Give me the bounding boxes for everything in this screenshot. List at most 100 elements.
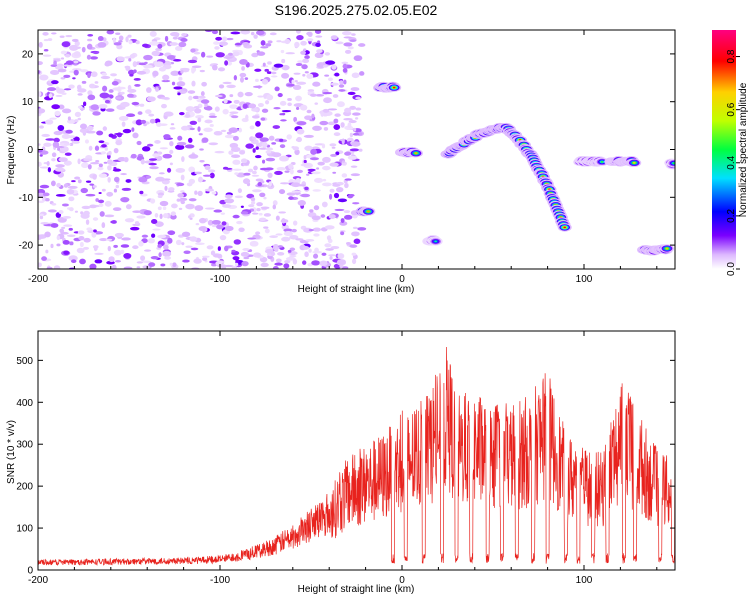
heatmap-noise-cell	[344, 151, 352, 156]
heatmap-noise-cell	[224, 134, 235, 139]
heatmap-noise-cell	[223, 56, 233, 59]
heatmap-noise-cell	[180, 38, 188, 42]
heatmap-noise-cell	[56, 235, 61, 241]
heatmap-noise-cell	[213, 41, 220, 45]
heatmap-noise-cell	[129, 73, 134, 77]
heatmap-noise-cell	[258, 147, 268, 150]
heatmap-noise-cell	[344, 178, 352, 181]
heatmap-noise-cell	[135, 119, 143, 126]
heatmap-noise-cell	[281, 109, 292, 113]
heatmap-noise-cell	[349, 39, 357, 42]
heatmap-noise-cell	[188, 215, 192, 219]
heatmap-noise-cell	[292, 146, 300, 151]
heatmap-noise-cell	[213, 131, 223, 136]
heatmap-noise-cell	[249, 240, 259, 247]
heatmap-noise-cell	[42, 192, 50, 197]
heatmap-noise-cell	[329, 143, 337, 147]
heatmap-noise-cell	[287, 98, 292, 101]
heatmap-noise-cell	[118, 40, 123, 43]
heatmap-noise-cell	[191, 65, 202, 69]
heatmap-noise-cell	[61, 41, 71, 48]
heatmap-noise-cell	[100, 75, 111, 80]
heatmap-noise-cell	[197, 117, 202, 123]
heatmap-noise-cell	[91, 231, 97, 238]
heatmap-noise-cell	[53, 137, 60, 143]
heatmap-noise-cell	[162, 153, 173, 159]
heatmap-noise-cell	[297, 60, 304, 63]
heatmap-noise-cell	[77, 105, 83, 109]
heatmap-noise-cell	[253, 252, 262, 258]
colorbar: 0.0 0.2 0.4 0.6 0.8 Normalized spectral ampl…	[712, 30, 749, 276]
heatmap-noise-cell	[115, 184, 120, 189]
heatmap-noise-cell	[330, 245, 340, 250]
heatmap-noise-cell	[107, 165, 112, 171]
heatmap-noise-cell	[116, 96, 122, 100]
heatmap-noise-cell	[169, 42, 179, 46]
heatmap-noise-cell	[167, 230, 176, 236]
heatmap-noise-cell	[215, 36, 223, 41]
heatmap-noise-cell	[133, 69, 137, 74]
heatmap-noise-cell	[72, 77, 76, 80]
heatmap-noise-cell	[198, 95, 206, 99]
heatmap-noise-cell	[38, 61, 43, 66]
heatmap-noise-cell	[315, 93, 325, 97]
heatmap-noise-cell	[71, 259, 77, 263]
heatmap-noise-cell	[120, 101, 130, 108]
heatmap-noise-cell	[352, 112, 361, 116]
heatmap-noise-cell	[130, 226, 140, 231]
heatmap-noise-cell	[120, 173, 127, 176]
heatmap-noise-cell	[120, 249, 125, 254]
heatmap-noise-cell	[231, 265, 237, 269]
heatmap-noise-cell	[240, 30, 251, 35]
heatmap-noise-cell	[329, 162, 339, 167]
heatmap-noise-cell	[65, 34, 73, 38]
heatmap-noise-cell	[198, 133, 203, 136]
heatmap-noise-cell	[57, 68, 67, 73]
heatmap-noise-cell	[240, 205, 244, 208]
heatmap-noise-cell	[87, 164, 92, 170]
heatmap-noise-cell	[188, 95, 193, 101]
heatmap-noise-cell	[169, 162, 173, 166]
heatmap-noise-cell	[358, 43, 366, 47]
heatmap-noise-cell	[320, 214, 326, 218]
heatmap-noise-cell	[350, 173, 361, 177]
heatmap-noise-cell	[332, 94, 339, 98]
y-tick-label: 100	[16, 524, 33, 535]
heatmap-noise-cell	[303, 227, 313, 233]
heatmap-noise-cell	[294, 80, 298, 83]
heatmap-noise-cell	[220, 129, 227, 133]
heatmap-noise-cell	[229, 94, 234, 98]
heatmap-noise-cell	[343, 79, 347, 85]
heatmap-noise-cell	[336, 101, 345, 108]
heatmap-noise-cell	[251, 170, 257, 175]
heatmap-noise-cell	[120, 244, 130, 248]
heatmap-noise-cell	[148, 162, 157, 166]
heatmap-noise-cell	[133, 77, 141, 81]
heatmap-noise-cell	[73, 51, 81, 57]
heatmap-noise-cell	[135, 40, 140, 45]
heatmap-noise-cell	[113, 166, 117, 170]
heatmap-noise-cell	[60, 57, 65, 60]
heatmap-noise-cell	[261, 141, 268, 148]
heatmap-noise-cell	[324, 243, 332, 248]
heatmap-noise-cell	[295, 95, 302, 102]
heatmap-ridge-cell	[672, 162, 675, 165]
heatmap-noise-cell	[161, 103, 167, 109]
heatmap-noise-cell	[240, 158, 248, 164]
heatmap-noise-cell	[144, 160, 154, 164]
heatmap-noise-cell	[116, 44, 123, 50]
heatmap-noise-cell	[350, 141, 361, 147]
heatmap-noise-cell	[255, 78, 259, 82]
heatmap-noise-cell	[261, 78, 269, 85]
heatmap-noise-cell	[132, 61, 137, 68]
heatmap-noise-cell	[142, 265, 151, 269]
heatmap-noise-cell	[136, 140, 142, 146]
heatmap-noise-cell	[139, 190, 144, 195]
heatmap-noise-cell	[188, 166, 196, 173]
heatmap-noise-cell	[349, 244, 358, 248]
heatmap-noise-cell	[80, 187, 88, 194]
heatmap-noise-cell	[185, 111, 190, 115]
heatmap-noise-cell	[77, 117, 82, 121]
heatmap-noise-cell	[85, 219, 90, 225]
heatmap-noise-cell	[254, 68, 262, 72]
